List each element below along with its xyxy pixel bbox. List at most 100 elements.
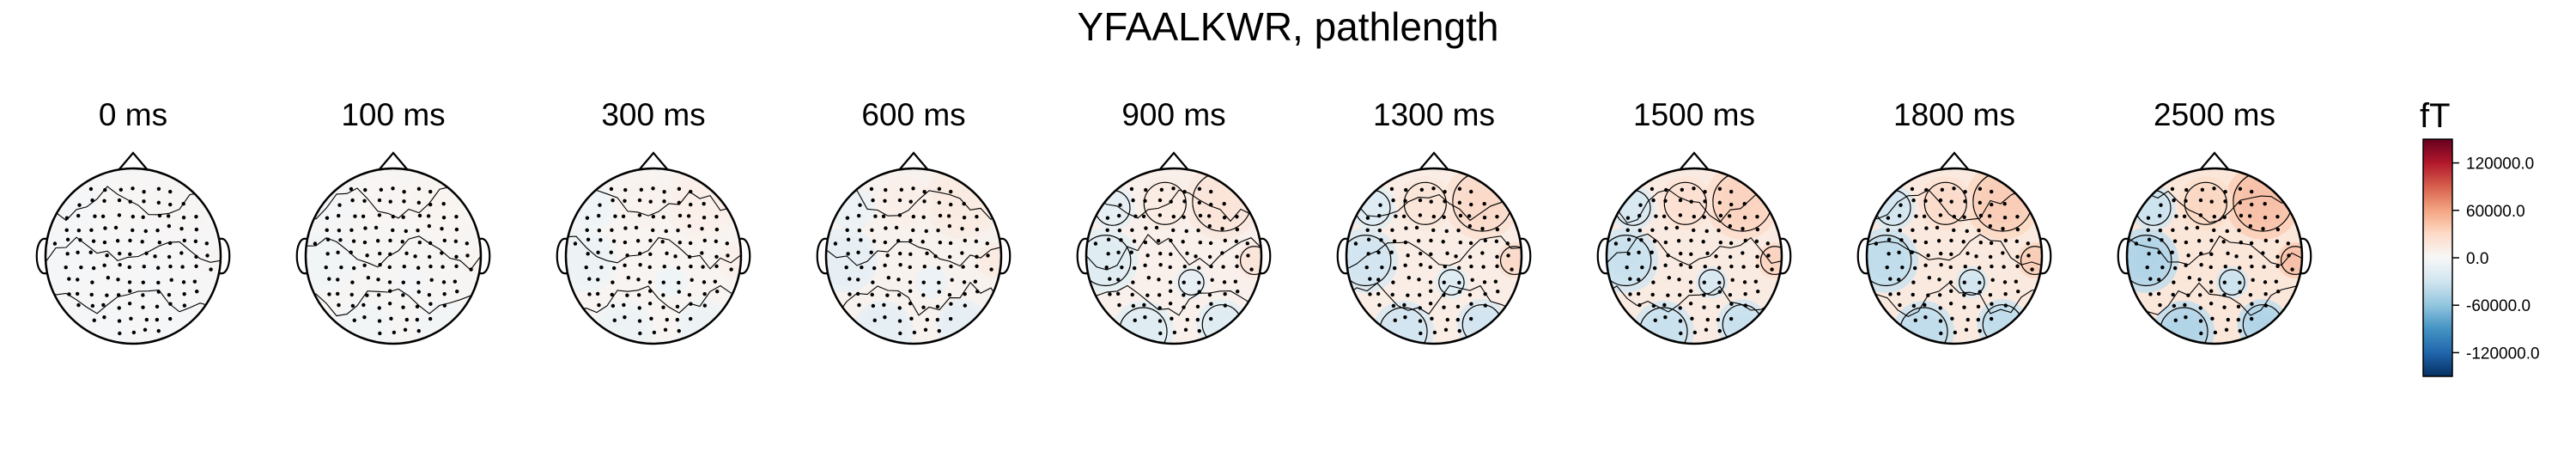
topomap-0 — [35, 151, 231, 345]
sensor-marker — [1131, 198, 1135, 203]
sensor-marker — [713, 279, 718, 284]
sensor-marker — [1481, 265, 1485, 269]
sensor-marker — [1692, 330, 1698, 335]
sensor-marker — [428, 264, 433, 269]
sensor-marker — [88, 186, 94, 192]
sensor-marker — [1637, 278, 1641, 282]
sensor-marker — [387, 302, 392, 306]
sensor-marker — [1428, 280, 1433, 284]
sensor-marker — [647, 280, 653, 284]
sensor-marker — [2248, 254, 2253, 259]
field-contour — [676, 299, 727, 344]
sensor-marker — [378, 251, 382, 256]
sensor-marker — [1990, 202, 1994, 207]
sensor-marker — [973, 279, 978, 284]
sensor-marker — [192, 279, 197, 284]
nose-outline — [1158, 151, 1189, 171]
sensor-marker — [141, 280, 145, 284]
sensor-marker — [1181, 240, 1185, 244]
sensor-marker — [362, 240, 368, 245]
sensor-marker — [1391, 280, 1395, 284]
field-contour — [975, 242, 1001, 279]
sensor-marker — [2275, 239, 2280, 244]
sensor-marker — [1182, 305, 1186, 309]
sensor-marker — [1678, 319, 1683, 323]
isoline — [1346, 193, 1522, 222]
sensor-marker — [848, 292, 852, 296]
sensor-marker — [2224, 327, 2229, 333]
panel-time-label: 900 ms — [1121, 97, 1226, 132]
sensor-marker — [1494, 239, 1499, 244]
field-contour — [2178, 176, 2233, 231]
sensor-marker — [1990, 278, 1995, 283]
isoline — [1759, 246, 1782, 276]
sensor-marker — [1755, 264, 1759, 269]
sensor-marker — [845, 228, 849, 233]
sensor-marker — [1376, 278, 1381, 282]
isoline — [1346, 235, 1392, 287]
sensor-marker — [325, 237, 331, 241]
sensor-marker — [1952, 228, 1956, 233]
sensor-marker — [886, 275, 891, 280]
sensor-marker — [388, 238, 392, 243]
sensor-marker — [1898, 302, 1902, 308]
colorbar-tick-label: -120000.0 — [2466, 345, 2540, 363]
sensor-marker — [622, 302, 626, 308]
sensor-marker — [365, 293, 369, 297]
sensor-marker — [949, 202, 953, 207]
sensor-marker — [1636, 291, 1641, 296]
sensor-marker — [1158, 262, 1163, 267]
sensor-marker — [388, 199, 392, 204]
sensor-marker — [947, 292, 952, 297]
sensor-marker — [1365, 228, 1370, 233]
sensor-marker — [1688, 265, 1692, 270]
isoline — [1698, 269, 1725, 296]
sensor-marker — [1652, 266, 1657, 271]
sensor-marker — [599, 265, 604, 270]
sensor-marker — [2234, 254, 2239, 259]
sensor-marker — [1637, 302, 1642, 308]
sensor-marker — [1467, 254, 1473, 259]
sensor-marker — [400, 240, 404, 244]
nose-outline — [1679, 151, 1710, 171]
sensor-marker — [1912, 266, 1917, 271]
sensor-marker — [204, 241, 210, 246]
sensor-marker — [378, 262, 382, 267]
sensor-marker — [1926, 253, 1930, 258]
sensor-marker — [1445, 251, 1449, 256]
sensor-marker — [90, 198, 94, 203]
sensor-marker — [1157, 198, 1163, 203]
sensor-marker — [428, 302, 433, 306]
sensor-marker — [1443, 190, 1447, 194]
sensor-marker — [1220, 226, 1224, 231]
sensor-marker — [2223, 199, 2227, 204]
sensor-marker — [2148, 277, 2153, 281]
nose-outline — [118, 151, 149, 171]
sensor-marker — [1130, 292, 1134, 297]
isoline — [1607, 235, 1652, 287]
left-ear-outline — [295, 237, 307, 275]
panel-time-label: 1800 ms — [1893, 97, 2015, 132]
sensor-marker — [1428, 265, 1432, 270]
isoline — [1867, 282, 2042, 318]
sensor-marker — [1679, 251, 1683, 256]
sensor-marker — [2238, 290, 2242, 294]
sensor-marker — [338, 238, 343, 242]
sensor-marker — [662, 199, 666, 204]
sensor-marker — [2212, 186, 2216, 191]
sensor-marker — [1935, 225, 1940, 230]
sensor-marker — [1208, 316, 1213, 321]
sensor-marker — [1129, 250, 1133, 254]
sensor-marker — [611, 303, 616, 308]
sensor-marker — [1195, 304, 1200, 309]
sensor-marker — [677, 200, 682, 205]
sensor-marker — [1663, 314, 1668, 320]
sensor-marker — [1376, 291, 1381, 296]
sensor-marker — [2030, 267, 2034, 272]
sensor-marker — [118, 251, 122, 256]
sensor-marker — [2223, 264, 2227, 269]
sensor-marker — [1990, 302, 1994, 306]
sensor-marker — [962, 215, 967, 220]
sensor-marker — [103, 226, 107, 230]
isoline — [1867, 234, 2042, 266]
